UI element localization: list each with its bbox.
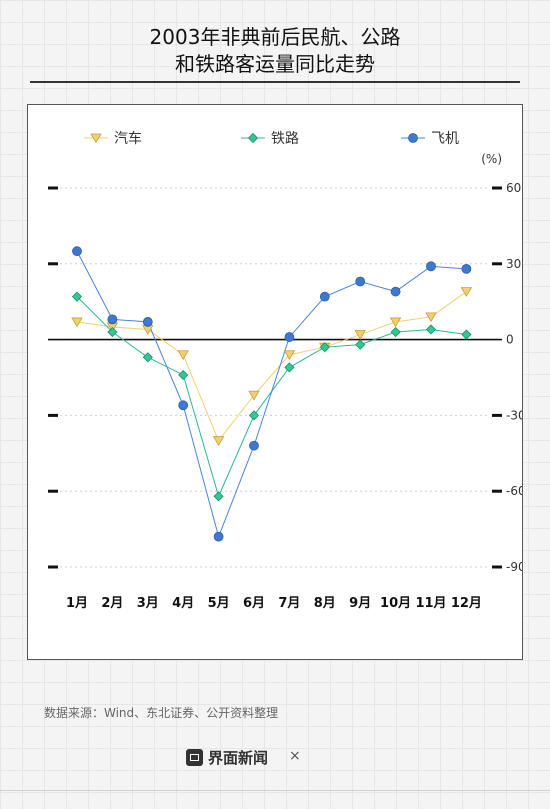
y-tick-label: -90	[506, 560, 522, 574]
y-tick-label: 60	[506, 181, 521, 195]
brand-logo-icon	[186, 749, 203, 766]
x-tick-label: 1月	[66, 596, 88, 611]
chart-title-line2: 和铁路客运量同比走势	[175, 52, 375, 76]
legend-marker	[408, 133, 418, 143]
data-point-s1	[319, 342, 330, 353]
x-tick-label: 8月	[314, 596, 336, 611]
chart-panel: 60 30 0 -30 -60 -90 (%) 1月 2月 3月 4月 5月 6月 7月 8月 9月 10月 11…	[27, 104, 523, 660]
data-point-s2	[355, 276, 366, 287]
x-tick-label: 7月	[278, 596, 300, 611]
x-tick-label: 9月	[349, 596, 371, 611]
legend-marker	[247, 132, 259, 144]
data-point-s1	[248, 410, 260, 421]
line-chart: 60 30 0 -30 -60 -90 (%) 1月 2月 3月 4月 5月 6月 7月 8月 9月 10月 11…	[48, 130, 522, 611]
footer-branding: 界面新闻 ×	[0, 745, 550, 775]
y-tick-label: -60	[506, 484, 522, 498]
x-tick-label: 3月	[137, 596, 159, 611]
data-point-s1	[284, 362, 295, 373]
legend-marker	[90, 133, 102, 144]
series-line-2	[76, 250, 467, 539]
title-divider	[30, 81, 520, 83]
x-tick-label: 6月	[243, 596, 265, 611]
data-point-s2	[213, 531, 224, 542]
data-point-s2	[107, 314, 118, 325]
chart-title-line1: 2003年非典前后民航、公路	[149, 25, 401, 49]
data-point-s0	[283, 350, 296, 361]
legend-label: 飞机	[431, 131, 459, 147]
data-point-s1	[142, 352, 153, 363]
data-point-s1	[425, 324, 437, 335]
data-point-s1	[390, 326, 401, 338]
x-tick-label: 5月	[208, 596, 230, 611]
x-tick-label: 4月	[172, 596, 194, 611]
data-point-s1	[213, 491, 224, 502]
y-unit-label: (%)	[481, 152, 502, 166]
data-point-s2	[142, 317, 153, 327]
data-point-s1	[71, 291, 83, 302]
y-tick-label: -30	[506, 408, 522, 422]
data-point-s1	[107, 326, 118, 338]
x-tick-label: 11月	[415, 596, 446, 611]
legend-label: 汽车	[114, 130, 142, 147]
x-tick-label: 10月	[380, 596, 411, 611]
data-point-s2	[390, 286, 401, 297]
footer-divider	[0, 790, 550, 791]
data-point-s0	[248, 390, 260, 401]
legend-label: 铁路	[271, 131, 299, 147]
data-point-s2	[178, 400, 189, 411]
data-point-s2	[461, 263, 472, 274]
brand-name: 界面新闻	[208, 749, 269, 767]
brand-separator: ×	[289, 748, 301, 764]
y-tick-label: 30	[506, 257, 521, 271]
data-point-s0	[460, 287, 473, 297]
data-point-s0	[389, 317, 402, 328]
data-point-s2	[284, 332, 295, 342]
data-point-s0	[425, 312, 437, 323]
data-point-s0	[177, 350, 189, 361]
x-tick-label: 2月	[101, 596, 123, 611]
data-point-s2	[72, 246, 82, 257]
series-line-0	[76, 291, 467, 442]
data-point-s1	[178, 369, 189, 381]
data-point-s1	[461, 329, 472, 340]
data-point-s0	[71, 317, 83, 328]
data-point-s1	[355, 339, 366, 350]
data-point-s2	[249, 440, 259, 451]
data-point-s2	[426, 261, 436, 272]
data-source-note: 数据来源：Wind、东北证券、公开资料整理	[44, 706, 279, 720]
data-point-s2	[319, 291, 330, 302]
y-tick-label: 0	[506, 333, 514, 347]
x-tick-label: 12月	[451, 596, 482, 611]
data-point-s0	[354, 330, 366, 340]
series-line-1	[76, 296, 467, 498]
data-point-s0	[212, 436, 225, 446]
